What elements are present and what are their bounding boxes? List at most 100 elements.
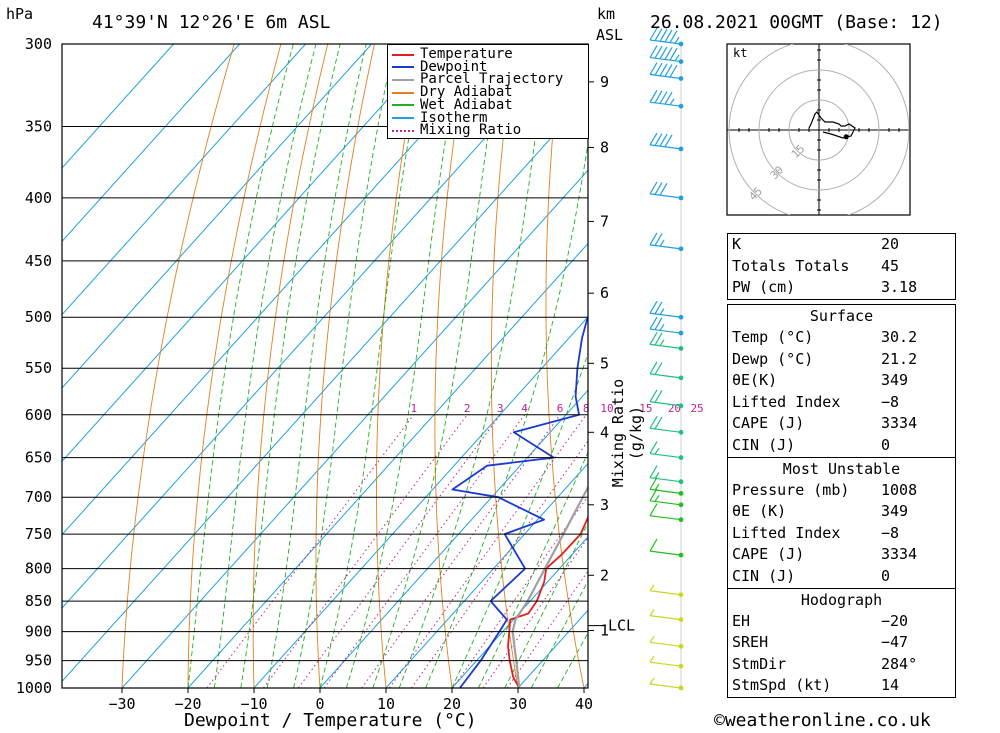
index-label: PW (cm) [732, 278, 796, 297]
index-row: CIN (J) 0 [728, 435, 955, 457]
wind-barb-dot [678, 76, 684, 81]
wind-barb-dot [678, 617, 684, 623]
isotherm-line [121, 169, 588, 688]
wet-adiabat-line [504, 521, 588, 688]
index-value: −8 [881, 523, 900, 542]
index-row: Lifted Index −8 [728, 392, 955, 414]
pressure-tick-label: 600 [25, 406, 52, 424]
height-tick-label: 8 [600, 138, 609, 156]
index-label: CIN (J) [732, 566, 796, 585]
index-label: K [732, 235, 742, 253]
index-value: 1008 [881, 480, 918, 499]
index-row: EH −20 [728, 611, 955, 633]
hodograph-ring [788, 99, 850, 161]
isotherm-line [62, 44, 174, 169]
height-tick-label: 9 [600, 73, 609, 91]
pressure-tick-label: 850 [25, 592, 52, 610]
header-location: 41°39'N 12°26'E 6m ASL [92, 12, 331, 33]
dry-adiabat-line [187, 44, 282, 688]
isotherm-line [62, 96, 588, 683]
wind-barb-dot [678, 59, 684, 64]
wind-barb [649, 389, 684, 409]
wind-barb-dot [678, 103, 684, 109]
isotherm-line [319, 389, 588, 688]
isotherm-line [62, 44, 372, 389]
index-value: −47 [881, 633, 909, 652]
legend-entry: Parcel Trajectory [392, 72, 563, 86]
legend-label: Temperature [420, 46, 513, 62]
legend-entry: Dewpoint [392, 60, 487, 74]
wind-barb [649, 62, 684, 81]
wind-barb [649, 332, 684, 351]
isotherm-line [385, 462, 588, 688]
wet-adiabat-line [240, 44, 341, 688]
index-row: Totals Totals 45 [728, 256, 955, 278]
wind-barb-dot [678, 552, 684, 558]
wind-barb-dot [678, 490, 684, 496]
pressure-tick-label: 700 [25, 488, 52, 506]
index-row: Dewp (°C) 21.2 [728, 349, 955, 371]
wind-barb [649, 538, 684, 558]
isotherm-line [451, 536, 588, 688]
x-tick-label: −30 [108, 695, 135, 713]
wet-adiabat-line [425, 141, 588, 688]
wind-barb [649, 45, 684, 64]
wind-barb [649, 132, 684, 152]
legend-swatch [392, 117, 414, 119]
header-datetime: 26.08.2021 00GMT (Base: 12) [650, 12, 943, 33]
hodograph-unit-label: kt [733, 46, 747, 60]
height-tick-label: 6 [600, 284, 609, 302]
index-value: 3.18 [881, 278, 918, 297]
legend-entry: Wet Adiabat [392, 96, 513, 113]
index-value: 30.2 [881, 328, 918, 346]
credit-text: ©weatheronline.co.uk [714, 710, 931, 731]
legend-swatch [392, 66, 414, 69]
mixing-ratio-axis-label: Mixing Ratio (g/kg) [609, 378, 645, 488]
legend-label: Wet Adiabat [420, 96, 513, 113]
index-row: Temp (°C) 30.2 [728, 327, 955, 349]
wind-barb-dot [678, 346, 684, 351]
index-label: Temp (°C) [732, 328, 814, 346]
legend-entry: Temperature [392, 46, 513, 62]
wet-adiabat-line [345, 44, 462, 688]
index-label: θE(K) [732, 371, 778, 390]
index-row: CAPE (J) 3334 [728, 544, 955, 566]
index-row: CAPE (J) 3334 [728, 413, 955, 435]
legend-entry: Mixing Ratio [392, 123, 521, 137]
index-row: StmDir 284° [728, 654, 955, 676]
section-title-most-unstable: Most Unstable [728, 456, 955, 480]
lcl-label: LCL [608, 617, 635, 635]
index-label: EH [732, 611, 751, 630]
pressure-tick-label: 900 [25, 623, 52, 641]
pressure-tick-label: 550 [25, 359, 52, 377]
index-label: SREH [732, 633, 769, 652]
index-label: CIN (J) [732, 435, 796, 454]
mixing-ratio-label: 15 [639, 402, 652, 415]
wind-barb-dot [678, 479, 684, 485]
index-label: Lifted Index [732, 523, 841, 542]
wind-barb [649, 415, 684, 435]
index-value: 3334 [881, 545, 918, 564]
wind-barb-dot [678, 517, 684, 523]
index-value: 3334 [881, 414, 918, 433]
wet-adiabat-line [530, 579, 588, 688]
dry-adiabat-line [983, 44, 1000, 688]
wind-barb-dot [678, 330, 684, 336]
mixing-ratio-label: 20 [668, 402, 681, 415]
index-value: −8 [881, 392, 900, 411]
index-value: 284° [881, 654, 918, 673]
wind-barb-dot [678, 592, 684, 598]
pressure-tick-label: 500 [25, 308, 52, 326]
isotherm-line [62, 44, 306, 316]
index-label: CAPE (J) [732, 414, 805, 433]
isotherm-line [62, 44, 504, 536]
indices-main-box: K 20 Totals Totals 45 PW (cm) 3.18 [727, 233, 956, 300]
legend-swatch [392, 104, 414, 107]
wind-barb [649, 477, 684, 496]
wind-barb [649, 27, 684, 47]
wind-barb-dot [678, 429, 684, 435]
index-value: 20 [881, 235, 900, 253]
index-row: θE(K) 349 [728, 370, 955, 392]
mixing-ratio-label: 8 [583, 402, 590, 415]
